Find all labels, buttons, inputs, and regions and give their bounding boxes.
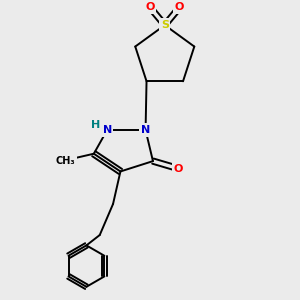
Text: CH₃: CH₃ — [56, 156, 76, 166]
Text: S: S — [161, 20, 169, 30]
Text: N: N — [141, 125, 150, 135]
Text: O: O — [173, 164, 183, 173]
Text: N: N — [103, 125, 112, 135]
Text: O: O — [175, 2, 184, 12]
Text: H: H — [91, 120, 101, 130]
Text: O: O — [145, 2, 155, 12]
